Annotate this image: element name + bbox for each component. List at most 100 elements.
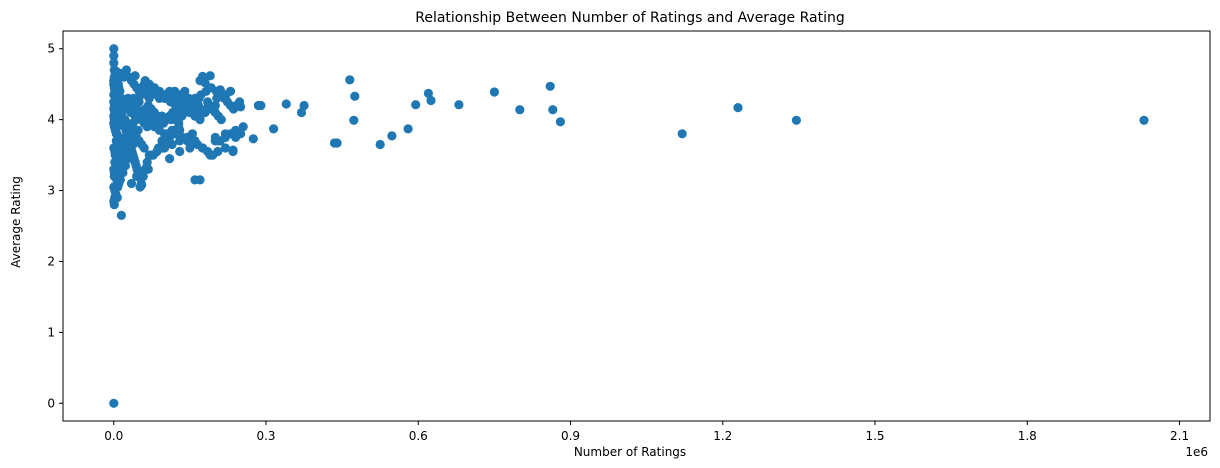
data-point — [175, 136, 185, 146]
data-point — [166, 115, 176, 125]
data-point — [345, 75, 355, 85]
data-point — [174, 122, 184, 132]
data-point — [175, 146, 185, 157]
data-point — [138, 83, 148, 93]
data-point — [184, 104, 194, 114]
data-point — [296, 107, 307, 118]
data-point — [116, 210, 126, 220]
y-tick-label: 2 — [47, 254, 55, 268]
data-point — [190, 175, 200, 185]
y-tick-label: 3 — [47, 184, 55, 198]
data-point — [454, 100, 464, 110]
data-point — [142, 162, 152, 172]
data-point — [111, 66, 121, 76]
data-point — [109, 196, 119, 206]
data-point — [1139, 115, 1149, 125]
x-tick-label: 0.6 — [409, 429, 428, 443]
x-tick-label: 1.8 — [1018, 429, 1037, 443]
data-point — [733, 103, 743, 113]
data-point — [349, 115, 359, 125]
data-point — [387, 131, 397, 141]
x-axis-label: Number of Ratings — [574, 445, 686, 459]
data-point — [170, 99, 180, 109]
data-point — [109, 398, 119, 408]
data-point — [220, 129, 230, 139]
x-tick-label: 2.1 — [1170, 429, 1189, 443]
y-tick-label: 0 — [47, 396, 55, 410]
data-point — [205, 71, 215, 81]
data-point — [112, 93, 122, 103]
data-point — [193, 100, 204, 111]
data-point — [220, 143, 230, 153]
data-point — [126, 178, 137, 189]
data-point — [555, 117, 566, 127]
data-point — [375, 139, 385, 150]
data-point — [236, 129, 246, 139]
data-point — [109, 51, 119, 61]
data-point — [115, 100, 125, 111]
data-point — [109, 171, 119, 181]
data-point — [423, 88, 433, 98]
y-tick-label: 4 — [47, 113, 55, 127]
data-point — [109, 83, 119, 93]
data-point — [147, 150, 157, 160]
data-point — [109, 58, 119, 68]
data-point — [119, 161, 129, 171]
y-axis-ticks: 0 1 2 3 4 5 — [47, 42, 63, 410]
data-point — [489, 87, 499, 97]
data-point — [165, 154, 175, 164]
data-point — [162, 136, 172, 146]
x-tick-label: 0.3 — [256, 429, 275, 443]
data-point — [185, 143, 195, 153]
data-point — [137, 180, 147, 190]
data-point — [168, 107, 178, 118]
data-points — [109, 44, 1149, 408]
data-point — [157, 143, 167, 153]
data-point — [157, 111, 167, 121]
data-point — [109, 44, 119, 54]
data-point — [159, 90, 170, 100]
data-point — [111, 111, 121, 121]
data-point — [175, 107, 185, 118]
data-point — [190, 136, 200, 146]
data-point — [299, 100, 309, 111]
data-point — [791, 115, 802, 125]
y-tick-label: 5 — [47, 42, 55, 56]
data-point — [228, 145, 238, 155]
data-point — [256, 100, 266, 111]
data-point — [403, 124, 413, 134]
data-point — [121, 146, 131, 157]
data-point — [545, 81, 555, 91]
data-point — [213, 146, 223, 157]
data-point — [426, 95, 436, 106]
data-point — [198, 71, 208, 81]
data-point — [142, 122, 152, 132]
data-point — [203, 97, 213, 107]
chart-title: Relationship Between Number of Ratings a… — [415, 10, 844, 26]
data-point — [238, 122, 248, 132]
data-point — [548, 105, 558, 115]
plot-frame — [62, 30, 1211, 422]
data-point — [190, 93, 200, 103]
data-point — [198, 143, 208, 153]
data-point — [216, 115, 226, 125]
data-point — [221, 90, 231, 100]
x-tick-label: 1.2 — [713, 429, 732, 443]
data-point — [139, 143, 149, 153]
data-point — [132, 171, 142, 181]
data-point — [212, 93, 222, 103]
data-point — [350, 91, 360, 101]
data-point — [248, 134, 258, 144]
data-point — [182, 132, 192, 142]
data-point — [236, 102, 246, 112]
data-point — [210, 100, 220, 111]
data-point — [411, 100, 421, 110]
data-point — [269, 124, 279, 134]
data-point — [130, 157, 140, 167]
x-tick-label: 0.9 — [561, 429, 580, 443]
x-axis-offset-label: 1e6 — [1185, 445, 1208, 459]
data-point — [195, 115, 205, 125]
data-point — [116, 168, 126, 178]
data-point — [121, 139, 131, 150]
